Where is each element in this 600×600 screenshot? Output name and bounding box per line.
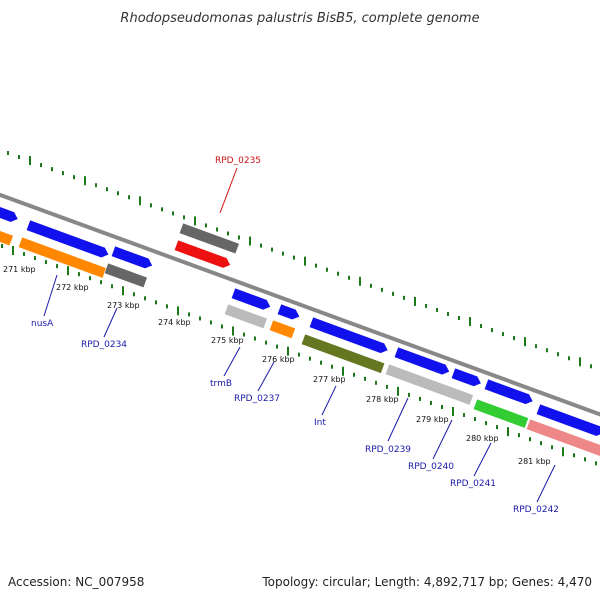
gene-label[interactable]: RPD_0239 <box>365 445 411 455</box>
scale-labels: 271 kbp 272 kbp 273 kbp 274 kbp 275 kbp 276 k… <box>3 265 551 466</box>
scale-label: 280 kbp <box>466 434 499 443</box>
gene-leader-line <box>321 385 337 416</box>
gene-leader-line <box>43 274 58 317</box>
map-title: Rhodopseudomonas palustris BisB5, comple… <box>120 11 479 26</box>
gene-arrow-g20[interactable] <box>535 403 600 438</box>
scale-label: 272 kbp <box>56 283 89 292</box>
gene-arrow-g1[interactable] <box>25 219 111 260</box>
gene-label[interactable]: RPD_0242 <box>513 505 559 515</box>
gene-leader-line <box>257 361 275 392</box>
gene-label[interactable]: RPD_0235 <box>215 156 261 166</box>
gene-arrow-g16[interactable] <box>450 367 483 389</box>
gene-label[interactable]: RPD_0240 <box>408 462 454 472</box>
inner-tick-ring <box>1 244 597 466</box>
gene-arrow-g0[interactable] <box>0 202 20 224</box>
gene-label[interactable]: RPD_0237 <box>234 394 280 404</box>
gene-arrow-g2[interactable] <box>110 245 154 271</box>
gene-leader-line <box>473 442 492 477</box>
gene-leader-line <box>223 346 241 377</box>
gene-arrow-g12[interactable] <box>308 316 390 356</box>
gene-label[interactable]: RPD_0241 <box>450 479 496 489</box>
genome-summary-text: Topology: circular; Length: 4,892,717 bp… <box>261 575 592 589</box>
gene-arrow-RPD_0235_a[interactable] <box>178 222 240 255</box>
gene-arrow-Int[interactable] <box>300 333 386 374</box>
gene-arrow-trmB_b[interactable] <box>223 303 268 330</box>
gene-arrow-g11[interactable] <box>268 319 296 339</box>
gene-arrow-RPD_0242[interactable] <box>525 418 600 458</box>
accession-text: Accession: NC_007958 <box>8 575 144 589</box>
gene-arrow-trmB_a[interactable] <box>230 287 272 312</box>
gene-leader-line <box>103 307 118 338</box>
scale-label: 271 kbp <box>3 265 36 274</box>
gene-arrow-RPD_0241[interactable] <box>472 398 530 429</box>
gene-arrow-g4[interactable] <box>17 236 107 279</box>
gene-leader-line <box>219 167 238 214</box>
scale-label: 277 kbp <box>313 375 346 384</box>
gene-label[interactable]: Int <box>314 418 326 428</box>
gene-arrow-RPD_0235_b[interactable] <box>173 239 232 270</box>
scale-label: 276 kbp <box>262 355 295 364</box>
scale-label: 274 kbp <box>158 318 191 327</box>
gene-arrow-g3[interactable] <box>0 226 14 247</box>
outer-tick-ring <box>7 151 592 369</box>
scale-label: 279 kbp <box>416 415 449 424</box>
scale-label: 275 kbp <box>211 336 244 345</box>
gene-arrow-g5[interactable] <box>103 262 148 289</box>
gene-label[interactable]: trmB <box>210 379 232 389</box>
gene-arrow-RPD_0239[interactable] <box>384 363 474 406</box>
gene-arrow-g14[interactable] <box>393 346 451 377</box>
gene-features <box>0 202 600 458</box>
gene-leader-line <box>387 397 409 442</box>
gene-arrow-g10[interactable] <box>276 303 301 322</box>
gene-leader-line <box>536 464 556 503</box>
gene-label[interactable]: RPD_0234 <box>81 340 127 350</box>
gene-leader-line <box>432 419 453 460</box>
scale-label: 273 kbp <box>107 301 140 310</box>
genome-backbone <box>0 192 600 417</box>
gene-arrow-g18[interactable] <box>483 378 535 407</box>
scale-label: 278 kbp <box>366 395 399 404</box>
scale-label: 281 kbp <box>518 457 551 466</box>
gene-label[interactable]: nusA <box>31 319 54 329</box>
